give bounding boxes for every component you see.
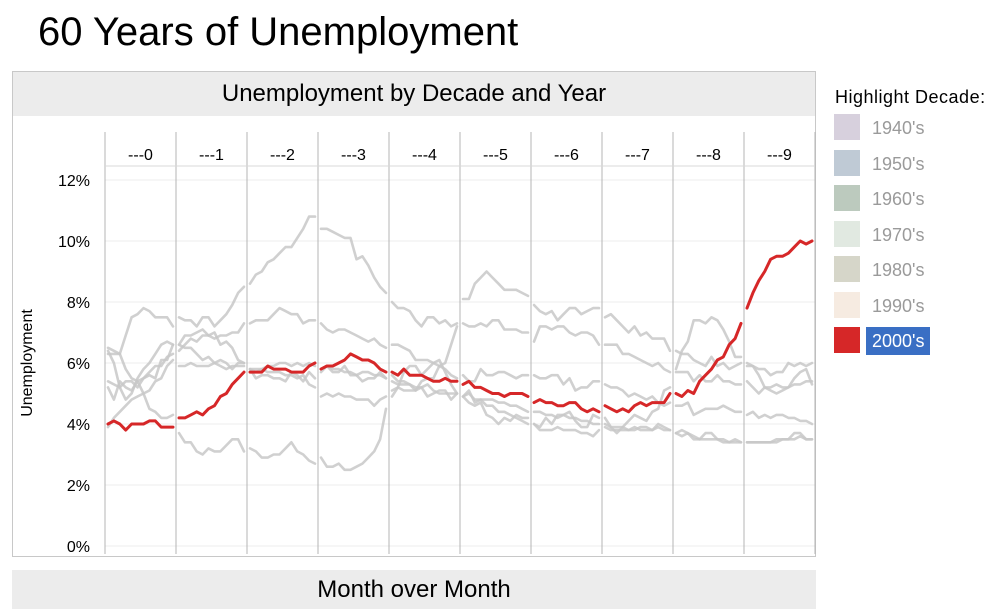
series-line-1980s	[674, 370, 743, 386]
panel-label: ---4	[412, 147, 437, 164]
series-line-2000s	[177, 370, 246, 420]
series-line-1970s	[461, 270, 530, 301]
series-line-1960s	[177, 328, 246, 365]
legend-label: 1960's	[872, 189, 925, 209]
series-line-1960s	[248, 367, 317, 383]
series-line-1990s	[177, 322, 246, 353]
series-line-1970s	[106, 358, 175, 429]
series-line-1960s	[390, 373, 459, 401]
panel-label: ---2	[270, 147, 295, 164]
series-line-1970s	[248, 367, 317, 389]
series-line-1990s	[532, 373, 601, 392]
series-line-1970s	[390, 325, 459, 392]
series-line-2000s	[674, 321, 743, 398]
series-line-1970s	[319, 392, 388, 408]
panel-label: ---7	[625, 147, 650, 164]
series-line-1950s	[745, 361, 814, 395]
y-tick-label: 10%	[58, 234, 90, 251]
series-line-1980s	[177, 285, 246, 328]
series-line-1980s	[603, 343, 672, 374]
series-line-1950s	[248, 440, 317, 465]
series-line-1970s	[177, 358, 246, 371]
series-line-1960s	[745, 431, 814, 444]
panel-label: ---3	[341, 147, 366, 164]
series-line-1960s	[319, 364, 388, 383]
chart-title: Unemployment by Decade and Year	[13, 72, 815, 116]
x-axis-title: Month over Month	[12, 570, 816, 609]
series-line-2000s	[390, 367, 459, 383]
series-line-1940s	[532, 410, 601, 426]
series-line-1980s	[106, 306, 175, 356]
series-line-2000s	[106, 419, 175, 432]
series-line-2000s	[248, 361, 317, 374]
series-line-1950s	[177, 431, 246, 456]
series-line-1980s	[248, 215, 317, 286]
panel-label: ---1	[199, 147, 224, 164]
legend-swatch	[834, 149, 860, 176]
series-line-1960s	[532, 422, 601, 438]
page-title: 60 Years of Unemployment	[38, 10, 519, 54]
y-tick-label: 4%	[67, 417, 90, 434]
legend-label: 2000's	[866, 327, 931, 355]
series-line-1990s	[319, 322, 388, 350]
legend-label: 1940's	[872, 118, 925, 138]
y-tick-label: 0%	[67, 539, 90, 556]
series-line-1950s	[532, 410, 601, 429]
y-tick-label: 8%	[67, 295, 90, 312]
series-line-1940s	[177, 343, 246, 371]
series-line-1970s	[532, 303, 601, 322]
panel-label: ---9	[767, 147, 792, 164]
legend-swatch	[834, 327, 860, 353]
y-axis-title: Unemployment	[19, 309, 36, 417]
series-line-1980s	[461, 318, 530, 334]
panel-label: ---6	[554, 147, 579, 164]
series-line-1940s	[674, 431, 743, 444]
series-line-2000s	[319, 352, 388, 374]
series-line-2000s	[532, 398, 601, 414]
series-line-1950s	[390, 358, 459, 398]
legend-swatch	[834, 291, 860, 318]
series-line-1950s	[603, 386, 672, 435]
series-line-1990s	[745, 410, 814, 426]
legend-label: 1970's	[872, 224, 925, 245]
series-line-1990s	[106, 352, 175, 389]
series-line-1940s	[319, 364, 388, 380]
series-line-1950s	[461, 395, 530, 426]
unemployment-line-chart: 0% 2% 4% 6% 8% 10% 12% Unemployment ---0 ---1 ---2…	[19, 132, 816, 556]
series-line-1960s	[106, 343, 175, 401]
series-line-1960s	[674, 428, 743, 444]
y-tick-label: 6%	[67, 356, 90, 373]
series-line-1950s	[319, 407, 388, 472]
panel-label: ---5	[483, 147, 508, 164]
series-line-1980s	[745, 379, 814, 395]
legend-swatch	[834, 185, 860, 211]
legend-swatch	[834, 114, 860, 140]
legend-title: Highlight Decade:	[835, 87, 986, 107]
series-line-1980s	[390, 300, 459, 328]
y-tick-label: 2%	[67, 478, 90, 495]
series-line-1990s	[248, 306, 317, 325]
series-line-1970s	[745, 361, 814, 377]
series-line-2000s	[461, 379, 530, 398]
legend-label: 1980's	[872, 260, 925, 280]
series-line-1990s	[390, 343, 459, 380]
series-line-1970s	[603, 312, 672, 353]
series-line-2000s	[745, 239, 814, 310]
legend-label: 1990's	[872, 295, 925, 316]
legend-label: 1950's	[872, 153, 925, 174]
panel-label: ---0	[128, 147, 153, 164]
series-line-1980s	[319, 227, 388, 295]
panel-label: ---8	[696, 147, 721, 164]
series-line-1990s	[461, 367, 530, 383]
series-line-1980s	[532, 325, 601, 347]
series-line-1960s	[603, 422, 672, 432]
series-line-1960s	[461, 389, 530, 426]
legend-swatch	[834, 220, 860, 247]
series-line-1990s	[674, 401, 743, 417]
y-tick-label: 12%	[58, 173, 90, 190]
legend-swatch	[834, 256, 860, 282]
series-line-1970s	[674, 349, 743, 371]
series-line-2000s	[603, 392, 672, 414]
